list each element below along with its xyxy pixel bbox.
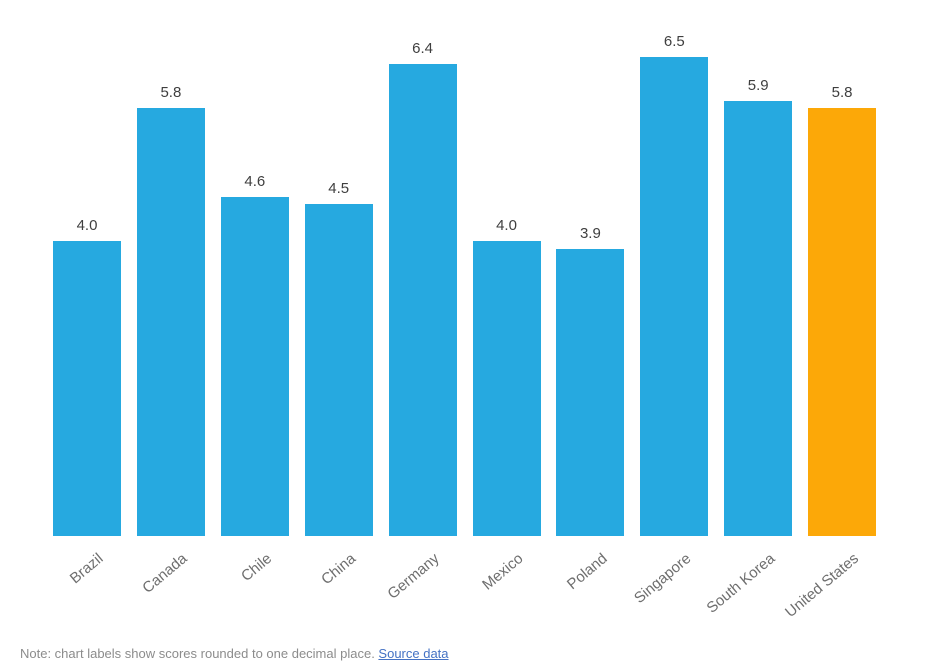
bar-value-label-mexico: 4.0 xyxy=(496,217,517,235)
bar-mexico[interactable] xyxy=(472,241,541,536)
bar-value-label-brazil: 4.0 xyxy=(76,217,98,235)
x-axis-label-united-states: United States xyxy=(782,550,863,621)
bar-value-label-south-korea: 5.9 xyxy=(747,77,769,95)
bar-brazil[interactable] xyxy=(53,241,121,536)
bar-canada[interactable] xyxy=(136,108,205,536)
x-axis-label-china: China xyxy=(317,550,359,589)
x-axis-label-singapore: Singapore xyxy=(630,550,695,607)
bar-value-label-singapore: 6.5 xyxy=(663,32,685,50)
x-axis-label-germany: Germany xyxy=(384,550,443,603)
x-axis-label-south-korea: South Korea xyxy=(703,550,779,617)
footnote: Note: chart labels show scores rounded t… xyxy=(20,646,449,662)
bar-value-label-china: 4.5 xyxy=(328,180,350,198)
x-axis-label-poland: Poland xyxy=(563,550,611,594)
bar-germany[interactable] xyxy=(388,64,457,536)
x-axis-label-mexico: Mexico xyxy=(479,550,527,594)
bar-poland[interactable] xyxy=(556,248,625,536)
x-axis-label-chile: Chile xyxy=(237,550,275,585)
bar-chile[interactable] xyxy=(220,196,289,536)
bar-value-label-chile: 4.6 xyxy=(244,172,266,190)
bar-value-label-united-states: 5.8 xyxy=(831,84,853,102)
bar-south-korea[interactable] xyxy=(724,101,793,536)
bar-united-states[interactable] xyxy=(808,108,877,536)
bar-value-label-canada: 5.8 xyxy=(160,84,182,102)
bar-singapore[interactable] xyxy=(640,56,709,536)
bar-china[interactable] xyxy=(304,204,373,536)
x-axis-label-brazil: Brazil xyxy=(67,550,107,588)
x-axis-label-canada: Canada xyxy=(139,550,191,597)
bar-value-label-poland: 3.9 xyxy=(579,224,601,242)
bar-value-label-germany: 6.4 xyxy=(412,40,434,58)
